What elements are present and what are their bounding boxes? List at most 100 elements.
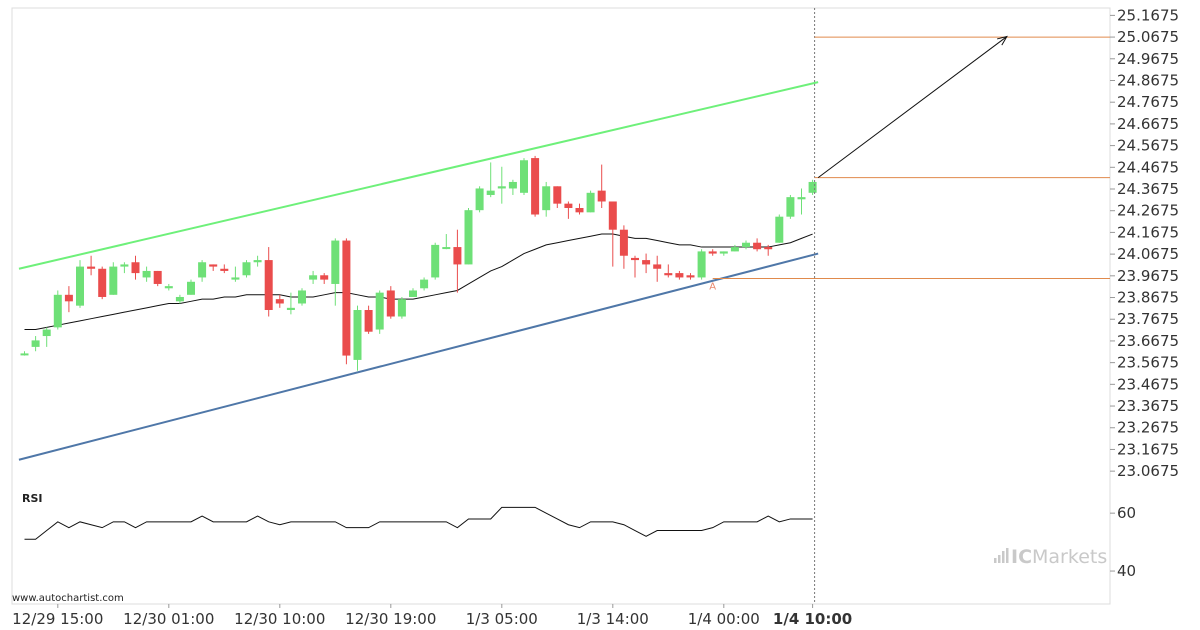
candle-body [31, 340, 40, 347]
candle-body [242, 262, 251, 276]
candle-body [675, 273, 684, 278]
candle [586, 190, 595, 213]
candle [764, 244, 773, 256]
candle-body [586, 192, 595, 213]
candle-body [275, 299, 284, 304]
candle [409, 288, 417, 297]
candle [98, 266, 107, 300]
candle-body [753, 242, 762, 250]
y-tick-label: 24.8675 [1117, 71, 1179, 89]
forecast-arrow [817, 36, 1008, 179]
candle-body [742, 242, 750, 248]
candle [808, 179, 817, 195]
candle-body [187, 281, 195, 295]
candle [475, 186, 484, 213]
candle-body [453, 247, 462, 265]
candle-body [719, 251, 728, 254]
candle-body [231, 277, 240, 280]
candle-body [553, 186, 562, 204]
candle-body [98, 268, 107, 297]
candle [386, 286, 395, 319]
candle-body [331, 240, 340, 284]
candle [508, 179, 517, 195]
rsi-tick-label: 60 [1117, 504, 1136, 522]
moving-average-line [24, 233, 813, 331]
rsi-label: RSI [22, 492, 43, 505]
candle [364, 305, 373, 334]
candle [209, 264, 218, 271]
candle [320, 273, 329, 284]
y-tick-label: 23.6675 [1117, 332, 1179, 350]
candle [742, 240, 750, 250]
moving-average [24, 233, 813, 331]
y-tick-label: 24.6675 [1117, 115, 1179, 133]
candle-body [542, 186, 551, 211]
y-tick-label: 23.3675 [1117, 397, 1179, 415]
candle [453, 229, 462, 293]
candle [753, 238, 762, 252]
candle-body [298, 290, 306, 304]
candle [342, 238, 351, 365]
candle [686, 273, 695, 280]
candle [697, 249, 706, 280]
candle-body [497, 186, 506, 189]
y-tick-label: 23.5675 [1117, 354, 1179, 372]
y-tick-label: 24.1675 [1117, 223, 1179, 241]
chart-frame [11, 7, 1111, 605]
candle [31, 336, 40, 352]
candlesticks [20, 155, 817, 371]
candle [109, 262, 118, 295]
candle-body [442, 247, 451, 250]
candle-body [564, 203, 573, 208]
y-tick-label: 23.9675 [1117, 267, 1179, 285]
candle-body [320, 275, 329, 280]
candle-body [120, 264, 129, 267]
candle-body [87, 266, 96, 269]
rsi-line [24, 506, 813, 540]
candle-body [142, 270, 151, 278]
candle-body [342, 240, 351, 356]
candle-body [531, 158, 540, 215]
candle-body [175, 296, 184, 302]
candle [464, 207, 473, 265]
candle-body [397, 299, 406, 317]
candle [375, 290, 384, 334]
candle-body [653, 264, 662, 269]
y-tick-label: 23.1675 [1117, 440, 1179, 458]
candle [286, 292, 295, 315]
candle [608, 201, 617, 267]
candle [242, 260, 251, 278]
candle [87, 255, 96, 276]
x-tick-label: 12/29 15:00 [12, 610, 103, 628]
plot-border [11, 7, 1111, 605]
y-tick-label: 24.2675 [1117, 202, 1179, 220]
forecast-overlay: A [709, 8, 1110, 604]
candle [120, 262, 129, 274]
svg-text:ICMarkets: ICMarkets [1011, 546, 1107, 568]
y-tick-label: 24.9675 [1117, 50, 1179, 68]
y-tick-label: 23.2675 [1117, 419, 1179, 437]
y-tick-label: 25.1675 [1117, 6, 1179, 24]
candle-body [486, 190, 495, 195]
candle-body [420, 279, 429, 289]
candle-body [131, 262, 140, 274]
y-tick-label: 24.7675 [1117, 93, 1179, 111]
candle-body [475, 188, 484, 211]
candle [786, 194, 795, 219]
candle [442, 234, 451, 250]
candle [20, 351, 29, 356]
candle-body [64, 294, 73, 302]
candle-body [642, 260, 651, 265]
channel-lines [18, 81, 819, 461]
candle [42, 327, 51, 347]
y-tick-label: 23.8675 [1117, 289, 1179, 307]
brand-suffix: Markets [1032, 546, 1107, 568]
candle [486, 162, 495, 198]
x-tick-label: 12/30 19:00 [345, 610, 436, 628]
x-tick-label: 1/3 14:00 [577, 610, 649, 628]
rsi-tick-label: 40 [1117, 562, 1136, 580]
candle-body [764, 247, 773, 250]
rsi-panel: 60 40 [24, 504, 1136, 580]
candle [175, 294, 184, 304]
